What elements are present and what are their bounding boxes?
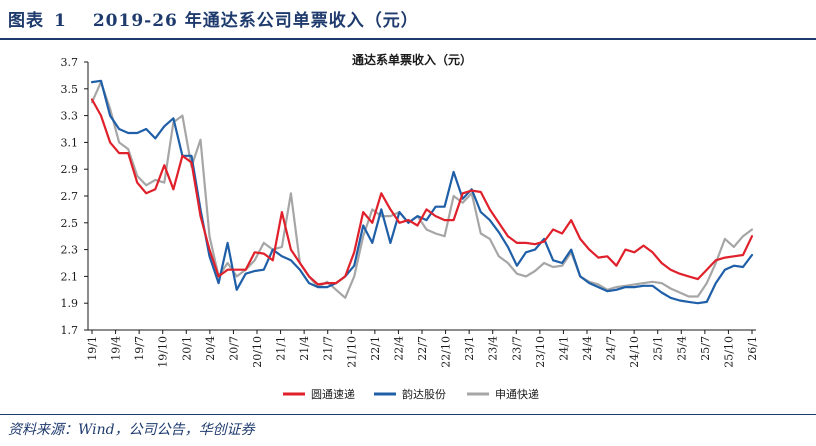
x-tick-label: 20/1 — [180, 336, 193, 361]
y-tick-label: 3.1 — [61, 136, 79, 149]
x-tick-label: 23/1 — [463, 336, 476, 361]
source-note: 资料来源：Wind，公司公告，华创证券 — [8, 422, 255, 438]
chart-title: 通达系单票收入（元） — [352, 52, 472, 67]
series-line — [90, 98, 754, 286]
x-tick-label: 21/10 — [345, 336, 358, 368]
x-tick-label: 23/10 — [534, 336, 547, 368]
x-tick-label: 19/7 — [133, 336, 146, 361]
x-tick-label: 25/7 — [699, 336, 712, 361]
y-tick-label: 3.7 — [61, 56, 79, 69]
x-tick-label: 23/4 — [487, 336, 500, 361]
y-tick-label: 2.5 — [61, 217, 79, 230]
x-tick-label: 19/4 — [110, 336, 123, 361]
x-tick-label: 25/4 — [675, 336, 688, 361]
legend-label: 申通快递 — [495, 387, 539, 401]
x-tick-label: 22/7 — [416, 336, 429, 361]
x-tick-label: 24/4 — [581, 336, 594, 361]
x-tick-label: 19/1 — [86, 336, 99, 361]
y-tick-labels: 1.7 1.9 2.1 2.3 2.5 2.7 2.9 3.1 3.3 3.5 3.7 — [61, 56, 88, 337]
series-lines — [90, 79, 754, 305]
x-tick-label: 20/7 — [227, 336, 240, 361]
title-rule — [0, 38, 816, 40]
x-tick-label: 24/7 — [605, 336, 618, 361]
x-tick-label: 22/4 — [392, 336, 405, 361]
y-tick-label: 2.9 — [61, 163, 79, 176]
legend-label: 韵达股份 — [402, 387, 446, 401]
y-tick-label: 3.5 — [61, 83, 79, 96]
x-tick-label: 20/10 — [251, 336, 264, 368]
y-tick-label: 3.3 — [61, 110, 79, 123]
x-tick-label: 19/10 — [157, 336, 170, 368]
x-tick-label: 21/1 — [275, 336, 288, 361]
y-tick-label: 1.7 — [61, 324, 79, 337]
x-tick-label: 26/1 — [746, 336, 759, 361]
y-tick-label: 2.3 — [61, 244, 79, 257]
x-tick-label: 22/10 — [440, 336, 453, 368]
y-tick-label: 1.9 — [61, 297, 79, 310]
y-tick-label: 2.7 — [61, 190, 79, 203]
figure-label: 图表 — [8, 11, 44, 31]
figure-number: 1 — [54, 11, 67, 31]
x-tick-label: 25/1 — [652, 336, 665, 361]
legend: 圆通速递 韵达股份 申通快递 — [283, 387, 539, 401]
figure-title-text: 2019-26 年通达系公司单票收入（元） — [92, 11, 419, 31]
series-line — [90, 80, 754, 299]
legend-label: 圆通速递 — [311, 387, 355, 401]
y-tick-label: 2.1 — [61, 270, 79, 283]
x-tick-labels: 19/1 19/4 19/7 19/10 20/1 20/4 20/7 20/10 21/1 21… — [86, 330, 759, 368]
x-tick-label: 21/7 — [322, 336, 335, 361]
x-tick-label: 21/4 — [298, 336, 311, 361]
figure-title: 图表 1 2019-26 年通达系公司单票收入（元） — [8, 6, 419, 31]
x-tick-label: 20/4 — [204, 336, 217, 361]
x-tick-label: 23/7 — [510, 336, 523, 361]
x-tick-label: 22/1 — [369, 336, 382, 361]
income-per-parcel-chart: 通达系单票收入（元） 1.7 1.9 2.1 2.3 2.5 2.7 2.9 3.1 3.3 3.… — [61, 52, 760, 401]
series-line — [90, 79, 754, 305]
x-tick-label: 25/10 — [722, 336, 735, 368]
x-tick-label: 24/1 — [557, 336, 570, 361]
source-rule — [0, 414, 816, 415]
x-tick-label: 24/10 — [628, 336, 641, 368]
